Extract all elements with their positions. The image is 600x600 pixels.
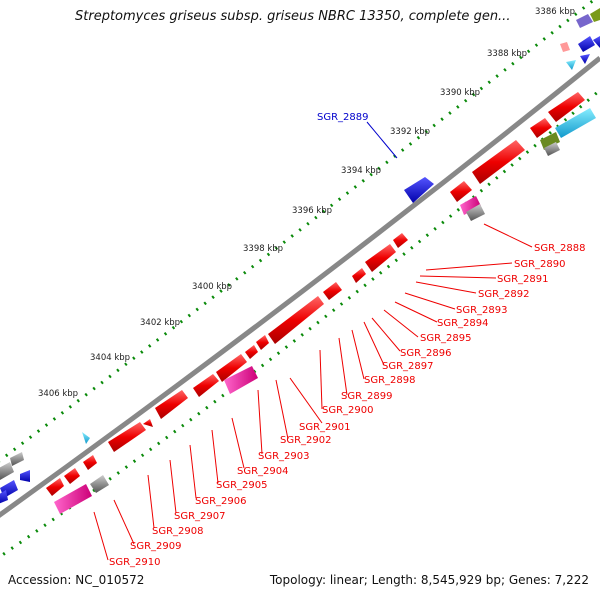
gene-arrow[interactable]: [245, 345, 258, 359]
gene-arrow[interactable]: [472, 140, 525, 184]
gene-arrow[interactable]: [216, 354, 247, 382]
tick-label: 3386 kbp: [535, 7, 575, 17]
tick-label: 3398 kbp: [243, 244, 283, 254]
gene-arrow[interactable]: [54, 484, 92, 514]
gene-arrow[interactable]: [20, 470, 30, 482]
gene-arrow[interactable]: [143, 419, 153, 427]
gene-arrow[interactable]: [460, 196, 481, 215]
gene-label[interactable]: SGR_2906: [195, 496, 247, 507]
gene-arrow[interactable]: [555, 108, 596, 138]
gene-arrow[interactable]: [450, 181, 472, 202]
gene-label[interactable]: SGR_2898: [364, 375, 416, 386]
tick-label: 3392 kbp: [390, 127, 430, 137]
gene-label[interactable]: SGR_2909: [130, 541, 182, 552]
gene-arrow[interactable]: [256, 335, 269, 350]
gene-arrow[interactable]: [0, 490, 8, 504]
gene-arrow[interactable]: [560, 42, 570, 52]
gene-arrow[interactable]: [566, 60, 576, 70]
tick-label: 3406 kbp: [38, 389, 78, 399]
gene-label[interactable]: SGR_2900: [322, 405, 374, 416]
gene-label[interactable]: SGR_2897: [382, 361, 434, 372]
gene-arrow[interactable]: [82, 432, 90, 444]
gene-arrow[interactable]: [593, 36, 600, 48]
genome-backbone: [0, 56, 600, 518]
tick-label: 3404 kbp: [90, 353, 130, 363]
gene-label[interactable]: SGR_2895: [420, 333, 472, 344]
gene-arrow[interactable]: [580, 54, 590, 64]
tick-label: 3396 kbp: [292, 206, 332, 216]
scale-track: [0, 0, 597, 463]
gene-labels: SGR_2889 SGR_2888 SGR_2890 SGR_2891 SGR_…: [109, 112, 586, 568]
gene-arrow[interactable]: [548, 92, 585, 122]
gene-label[interactable]: SGR_2905: [216, 480, 268, 491]
gene-arrow[interactable]: [466, 204, 485, 221]
gene-arrow[interactable]: [578, 36, 595, 52]
gene-label[interactable]: SGR_2910: [109, 557, 161, 568]
gene-arrow[interactable]: [10, 452, 24, 466]
gene-label[interactable]: SGR_2889: [317, 112, 369, 123]
gene-label[interactable]: SGR_2890: [514, 259, 566, 270]
gene-arrow[interactable]: [576, 14, 593, 28]
gene-arrow[interactable]: [155, 390, 188, 419]
gene-arrow[interactable]: [352, 268, 366, 283]
gene-label[interactable]: SGR_2892: [478, 289, 530, 300]
gene-arrow[interactable]: [224, 366, 258, 394]
gene-arrow[interactable]: [83, 455, 97, 470]
gene-arrow[interactable]: [323, 282, 342, 300]
gene-arrow[interactable]: [365, 244, 396, 272]
accession-text: Accession: NC_010572: [8, 573, 145, 587]
gene-arrow[interactable]: [404, 177, 434, 203]
gene-arrow[interactable]: [0, 462, 14, 480]
gene-label[interactable]: SGR_2908: [152, 526, 204, 537]
tick-label: 3402 kbp: [140, 318, 180, 328]
tick-label: 3388 kbp: [487, 49, 527, 59]
tick-label: 3400 kbp: [192, 282, 232, 292]
gene-arrow[interactable]: [108, 422, 146, 452]
gene-label[interactable]: SGR_2901: [299, 422, 351, 433]
label-leaders: [93, 121, 533, 561]
gene-label[interactable]: SGR_2888: [534, 243, 586, 254]
gene-arrow[interactable]: [268, 296, 324, 344]
gene-label[interactable]: SGR_2893: [456, 305, 508, 316]
gene-label[interactable]: SGR_2894: [437, 318, 489, 329]
gene-label[interactable]: SGR_2902: [280, 435, 332, 446]
gene-arrow[interactable]: [540, 132, 560, 150]
map-title: Streptomyces griseus subsp. griseus NBRC…: [75, 9, 511, 24]
gene-arrow[interactable]: [64, 468, 80, 484]
gene-label[interactable]: SGR_2904: [237, 466, 289, 477]
gene-arrow[interactable]: [193, 374, 219, 397]
gene-label[interactable]: SGR_2907: [174, 511, 226, 522]
tick-label: 3390 kbp: [440, 88, 480, 98]
gene-label[interactable]: SGR_2896: [400, 348, 452, 359]
gene-arrow[interactable]: [46, 478, 64, 496]
gene-arrow[interactable]: [590, 8, 600, 22]
gene-label[interactable]: SGR_2899: [341, 391, 393, 402]
gene-arrow[interactable]: [530, 118, 552, 138]
gene-features: [0, 8, 600, 514]
gene-arrow[interactable]: [393, 233, 408, 248]
gene-label[interactable]: SGR_2903: [258, 451, 310, 462]
gene-label[interactable]: SGR_2891: [497, 274, 549, 285]
gene-arrow[interactable]: [544, 142, 560, 156]
genome-stats-text: Topology: linear; Length: 8,545,929 bp; …: [269, 573, 589, 587]
tick-label: 3394 kbp: [341, 166, 381, 176]
gene-arrow[interactable]: [90, 475, 109, 493]
scale-ticks: 3386 kbp 3388 kbp 3390 kbp 3392 kbp 3394…: [38, 7, 575, 399]
